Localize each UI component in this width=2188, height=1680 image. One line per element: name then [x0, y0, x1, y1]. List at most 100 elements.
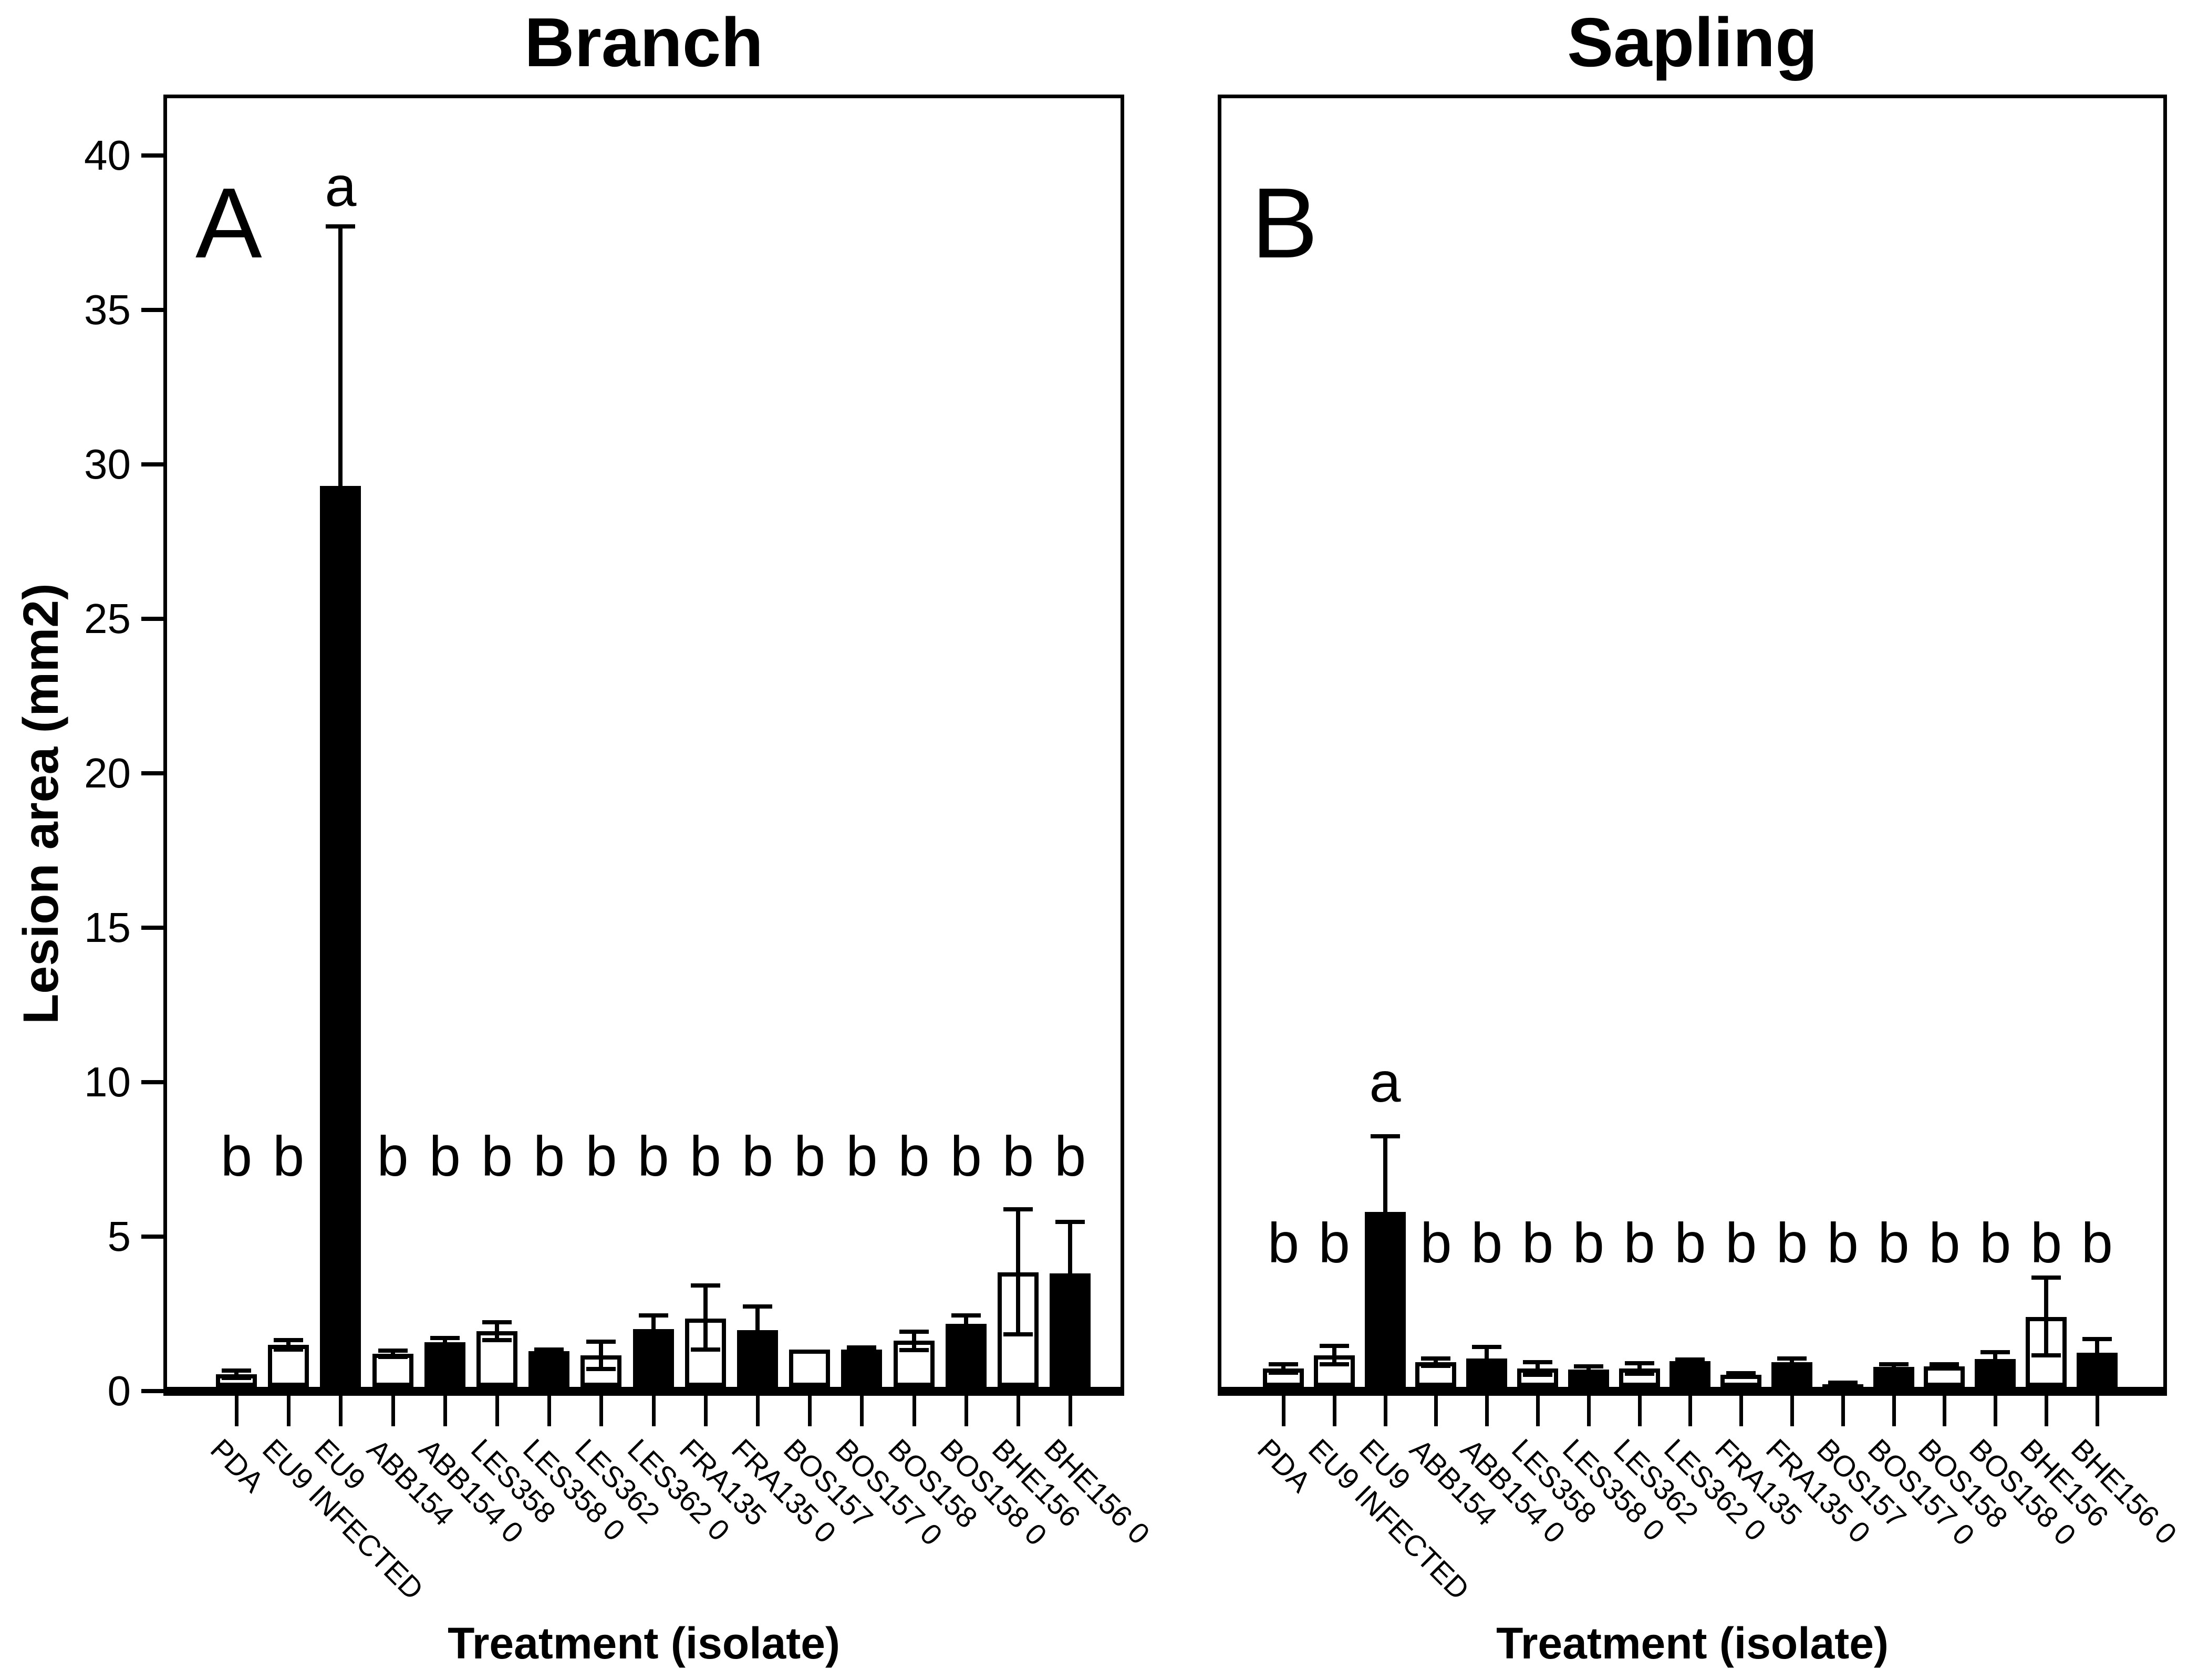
bar	[632, 1329, 674, 1387]
panel-b-title: Sapling	[1567, 4, 1818, 81]
x-tick	[391, 1396, 395, 1426]
error-bar	[1688, 1360, 1693, 1368]
x-tick	[964, 1396, 968, 1426]
bar	[1364, 1211, 1406, 1387]
error-bar-top-cap	[1003, 1207, 1033, 1212]
x-tick	[287, 1396, 291, 1426]
bar	[320, 486, 361, 1387]
error-bar-top-cap	[1980, 1350, 2010, 1354]
error-bar-top-cap	[1472, 1344, 1502, 1349]
panel-a-title: Branch	[524, 4, 763, 81]
error-bar	[442, 1338, 447, 1350]
error-bar	[963, 1315, 968, 1332]
error-bar-top-cap	[2031, 1275, 2061, 1280]
significance-letter: b	[1267, 1210, 1300, 1274]
error-bar-bottom-cap	[1828, 1384, 1858, 1388]
error-bar	[1434, 1358, 1438, 1366]
significance-letter: b	[481, 1124, 513, 1188]
error-bar	[1586, 1366, 1591, 1377]
x-tick	[912, 1396, 916, 1426]
y-tick-label: 15	[84, 904, 131, 951]
y-tick	[141, 1235, 163, 1239]
error-bar-top-cap	[899, 1329, 929, 1334]
error-bar-top-cap	[2082, 1337, 2112, 1342]
error-bar-top-cap	[1726, 1371, 1756, 1376]
x-tick-label: PDA	[1251, 1432, 1318, 1499]
x-tick	[860, 1396, 864, 1426]
error-bar-top-cap	[1421, 1356, 1451, 1361]
error-bar	[1993, 1352, 1998, 1366]
significance-letter: b	[794, 1124, 826, 1188]
significance-letter: b	[950, 1124, 982, 1188]
significance-letter: b	[637, 1124, 669, 1188]
significance-letter: b	[2030, 1210, 2062, 1274]
significance-letter: b	[1725, 1210, 1757, 1274]
y-tick-label: 30	[84, 441, 131, 488]
error-bar-top-cap	[326, 224, 356, 229]
x-tick	[1841, 1396, 1845, 1426]
error-bar-bottom-cap	[899, 1347, 929, 1352]
significance-letter: b	[273, 1124, 305, 1188]
error-bar-bottom-cap	[222, 1375, 251, 1380]
error-bar	[495, 1322, 499, 1340]
error-bar	[755, 1306, 760, 1338]
x-tick	[1892, 1396, 1896, 1426]
x-tick	[651, 1396, 656, 1426]
error-bar	[1942, 1364, 1947, 1369]
y-axis-label: Lesion area (mm2)	[13, 583, 69, 1024]
x-tick	[599, 1396, 604, 1426]
significance-letter: b	[1674, 1210, 1706, 1274]
significance-letter: b	[1471, 1210, 1503, 1274]
x-tick	[1536, 1396, 1540, 1426]
panel-a-letter: A	[195, 168, 262, 279]
significance-letter: b	[846, 1124, 878, 1188]
x-tick	[1485, 1396, 1489, 1426]
error-bar-top-cap	[1675, 1357, 1705, 1362]
bar	[737, 1330, 778, 1387]
error-bar-bottom-cap	[1523, 1372, 1552, 1377]
y-tick-label: 5	[107, 1213, 131, 1260]
x-tick	[235, 1396, 238, 1426]
y-tick-label: 40	[84, 132, 131, 179]
significance-letter: b	[741, 1124, 774, 1188]
error-bar	[234, 1370, 238, 1378]
x-tick	[547, 1396, 552, 1426]
x-tick	[756, 1396, 760, 1426]
error-bar-bottom-cap	[586, 1366, 616, 1371]
error-bar-top-cap	[222, 1368, 251, 1373]
error-bar-bottom-cap	[2031, 1353, 2061, 1358]
error-bar-top-cap	[1370, 1134, 1400, 1138]
error-bar-top-cap	[1777, 1356, 1807, 1361]
error-bar	[547, 1350, 552, 1359]
significance-letter: b	[898, 1124, 930, 1188]
x-tick	[1069, 1396, 1073, 1426]
error-bar-top-cap	[482, 1320, 512, 1324]
error-bar	[1068, 1221, 1073, 1281]
error-bar-top-cap	[1573, 1364, 1603, 1368]
error-bar-bottom-cap	[482, 1337, 512, 1342]
error-bar-top-cap	[638, 1313, 668, 1318]
x-tick	[703, 1396, 708, 1426]
y-tick-label: 20	[84, 750, 131, 796]
error-bar-bottom-cap	[1003, 1332, 1033, 1337]
error-bar	[2094, 1339, 2099, 1361]
bar	[424, 1342, 465, 1387]
error-bar-top-cap	[1269, 1362, 1298, 1367]
error-bar	[859, 1347, 864, 1357]
y-tick	[141, 308, 163, 312]
error-bar-top-cap	[951, 1313, 981, 1318]
error-bar	[1016, 1209, 1020, 1335]
error-bar-bottom-cap	[1269, 1370, 1298, 1375]
y-tick-label: 35	[84, 286, 131, 333]
x-tick	[339, 1396, 343, 1426]
significance-letter: b	[2081, 1210, 2113, 1274]
x-tick-label: PDA	[204, 1432, 271, 1499]
x-tick	[1332, 1396, 1336, 1426]
panel-b-letter: B	[1251, 168, 1318, 279]
significance-letter: b	[585, 1124, 617, 1188]
error-bar	[1790, 1358, 1794, 1370]
error-bar-bottom-cap	[690, 1347, 720, 1352]
significance-letter: b	[1979, 1210, 2011, 1274]
error-bar	[1891, 1364, 1896, 1374]
